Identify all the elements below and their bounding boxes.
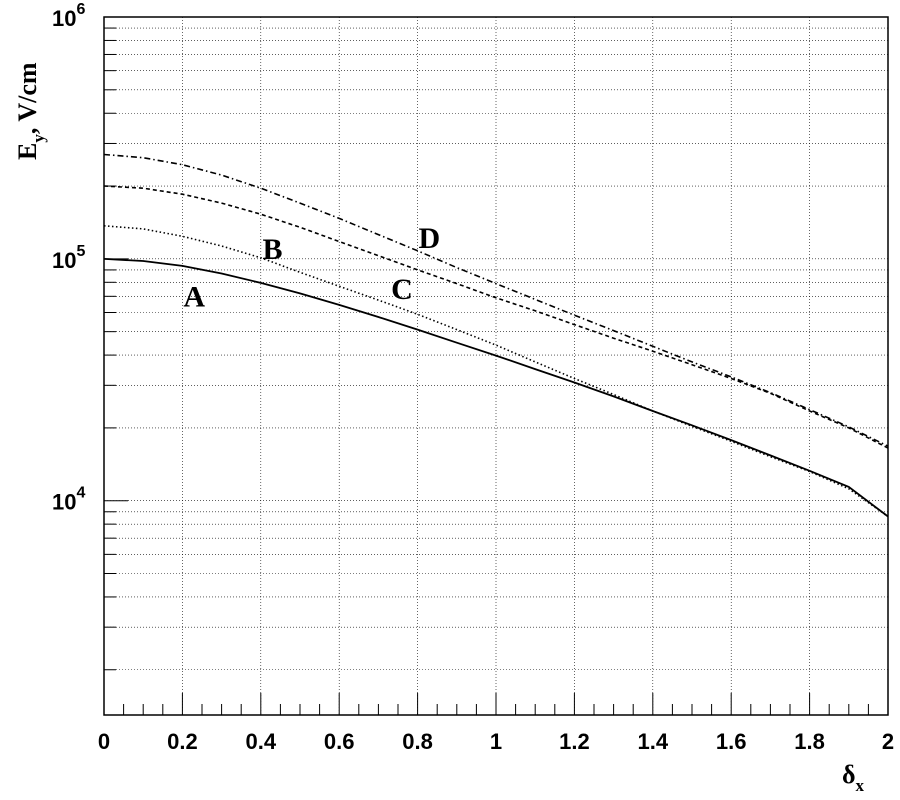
x-tick-label: 1.6: [716, 729, 747, 754]
grid: [104, 17, 888, 715]
x-tick-labels: 0 0.2 0.4 0.6 0.8 1 1.2 1.4 1.6 1.8 2: [98, 729, 894, 754]
y-tick-label: 105: [52, 243, 85, 273]
y-axis-title-rest: , V/cm: [13, 62, 42, 134]
x-tick-label: 1.4: [638, 729, 669, 754]
x-axis-title-base: δ: [842, 760, 856, 789]
y-tick-label-base: 10: [52, 6, 76, 31]
x-tick-label: 0: [98, 729, 110, 754]
y-tick-label: 106: [52, 1, 85, 31]
x-axis-title: δx: [842, 760, 865, 795]
y-axis-title-sub: y: [29, 134, 48, 143]
x-tick-label: 0.4: [246, 729, 277, 754]
curve-labels: A B CD: [183, 222, 440, 313]
x-tick-label: 1.8: [794, 729, 825, 754]
y-tick-label-exp: 4: [76, 485, 85, 502]
y-tick-label-exp: 5: [76, 243, 85, 260]
curve-label-d: D: [419, 222, 441, 255]
series-lines: [103, 153, 889, 518]
x-tick-label: 1.2: [559, 729, 590, 754]
series-line-b: [103, 225, 889, 518]
x-tick-label: 0.6: [324, 729, 355, 754]
x-tick-label: 2: [882, 729, 894, 754]
y-tick-label-base: 10: [52, 490, 76, 515]
series-line-a: [103, 258, 889, 518]
y-axis-title-e: E: [13, 143, 42, 160]
y-tick-label-exp: 6: [76, 1, 85, 18]
curve-label-b: B: [263, 233, 283, 266]
y-tick-label: 104: [52, 485, 85, 515]
x-tick-label: 0.2: [167, 729, 198, 754]
curve-label-c: C: [391, 273, 413, 306]
y-axis-title: Ey, V/cm: [13, 62, 48, 160]
axis-ticks: [103, 27, 889, 715]
x-tick-label: 0.8: [402, 729, 433, 754]
x-axis-title-sub: x: [856, 776, 865, 795]
x-tick-label: 1: [490, 729, 502, 754]
series-line-d: [103, 153, 889, 447]
curve-label-a: A: [183, 280, 205, 313]
series-line-c: [103, 185, 889, 449]
y-tick-label-base: 10: [52, 248, 76, 273]
